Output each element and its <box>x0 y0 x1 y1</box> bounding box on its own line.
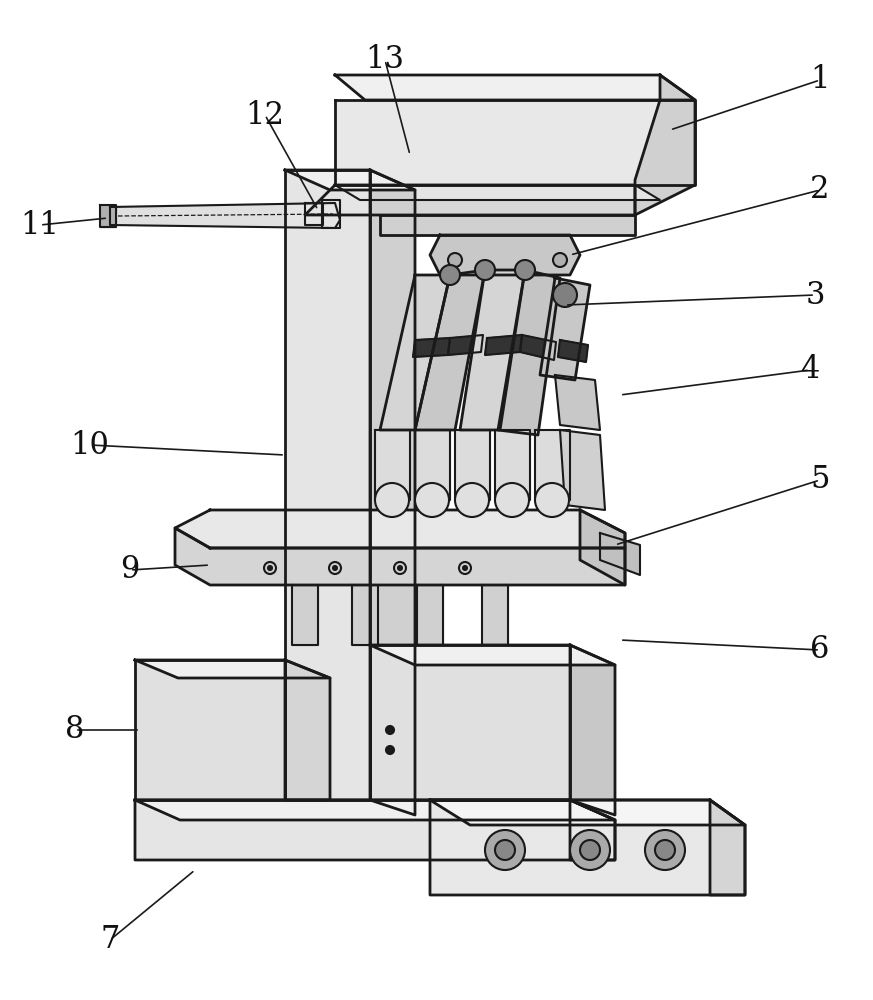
Polygon shape <box>335 185 660 200</box>
Polygon shape <box>482 585 508 645</box>
Circle shape <box>268 566 272 570</box>
Text: 13: 13 <box>366 44 404 76</box>
Text: 7: 7 <box>100 924 120 956</box>
Polygon shape <box>430 800 745 825</box>
Text: 9: 9 <box>120 554 140 585</box>
Text: 8: 8 <box>65 714 85 746</box>
Circle shape <box>394 562 406 574</box>
Polygon shape <box>375 430 410 500</box>
Polygon shape <box>413 338 450 357</box>
Circle shape <box>580 840 600 860</box>
Circle shape <box>655 840 675 860</box>
Circle shape <box>440 265 460 285</box>
Circle shape <box>495 840 515 860</box>
Polygon shape <box>448 335 483 355</box>
Polygon shape <box>305 185 635 215</box>
Polygon shape <box>485 335 522 355</box>
Circle shape <box>645 830 685 870</box>
Polygon shape <box>455 430 490 500</box>
Polygon shape <box>520 335 556 360</box>
Text: 4: 4 <box>801 355 820 385</box>
Polygon shape <box>370 170 415 815</box>
Text: 11: 11 <box>20 210 59 240</box>
Circle shape <box>535 483 569 517</box>
Polygon shape <box>292 585 318 645</box>
Polygon shape <box>415 430 450 500</box>
Circle shape <box>455 483 489 517</box>
Text: 5: 5 <box>810 464 829 495</box>
Circle shape <box>448 253 462 267</box>
Polygon shape <box>305 203 323 225</box>
Text: 10: 10 <box>71 430 109 460</box>
Circle shape <box>264 562 276 574</box>
Polygon shape <box>415 270 485 430</box>
Polygon shape <box>570 800 615 860</box>
Polygon shape <box>135 800 615 820</box>
Circle shape <box>386 746 394 754</box>
Polygon shape <box>380 215 635 235</box>
Circle shape <box>463 566 467 570</box>
Polygon shape <box>495 430 530 500</box>
Polygon shape <box>175 528 625 585</box>
Polygon shape <box>370 645 570 800</box>
Polygon shape <box>460 270 525 430</box>
Polygon shape <box>570 645 615 815</box>
Circle shape <box>415 483 449 517</box>
Polygon shape <box>135 660 285 800</box>
Polygon shape <box>380 275 450 430</box>
Text: 1: 1 <box>810 64 829 96</box>
Polygon shape <box>110 203 340 228</box>
Polygon shape <box>335 100 695 185</box>
Polygon shape <box>535 430 570 500</box>
Text: 2: 2 <box>810 174 829 206</box>
Circle shape <box>386 726 394 734</box>
Circle shape <box>329 562 341 574</box>
Circle shape <box>398 566 402 570</box>
Circle shape <box>485 830 525 870</box>
Polygon shape <box>370 645 615 665</box>
Polygon shape <box>417 585 443 645</box>
Polygon shape <box>600 533 640 575</box>
Circle shape <box>570 830 610 870</box>
Polygon shape <box>580 510 625 585</box>
Circle shape <box>553 283 577 307</box>
Polygon shape <box>558 340 588 362</box>
Circle shape <box>375 483 409 517</box>
Circle shape <box>333 566 337 570</box>
Polygon shape <box>635 75 695 215</box>
Circle shape <box>553 253 567 267</box>
Polygon shape <box>430 800 745 895</box>
Circle shape <box>515 260 535 280</box>
Text: 3: 3 <box>805 279 825 310</box>
Polygon shape <box>322 200 340 228</box>
Polygon shape <box>285 170 415 190</box>
Polygon shape <box>285 660 330 800</box>
Polygon shape <box>100 205 116 227</box>
Polygon shape <box>555 375 600 430</box>
Circle shape <box>459 562 471 574</box>
Circle shape <box>475 260 495 280</box>
Polygon shape <box>135 800 615 860</box>
Polygon shape <box>560 430 605 510</box>
Polygon shape <box>352 585 378 645</box>
Text: 12: 12 <box>245 100 285 130</box>
Polygon shape <box>335 75 695 100</box>
Polygon shape <box>285 170 370 800</box>
Polygon shape <box>135 660 330 678</box>
Polygon shape <box>430 235 580 275</box>
Circle shape <box>495 483 529 517</box>
Polygon shape <box>710 800 745 895</box>
Polygon shape <box>540 278 590 380</box>
Polygon shape <box>498 270 560 435</box>
Polygon shape <box>175 510 625 548</box>
Text: 6: 6 <box>810 635 829 666</box>
